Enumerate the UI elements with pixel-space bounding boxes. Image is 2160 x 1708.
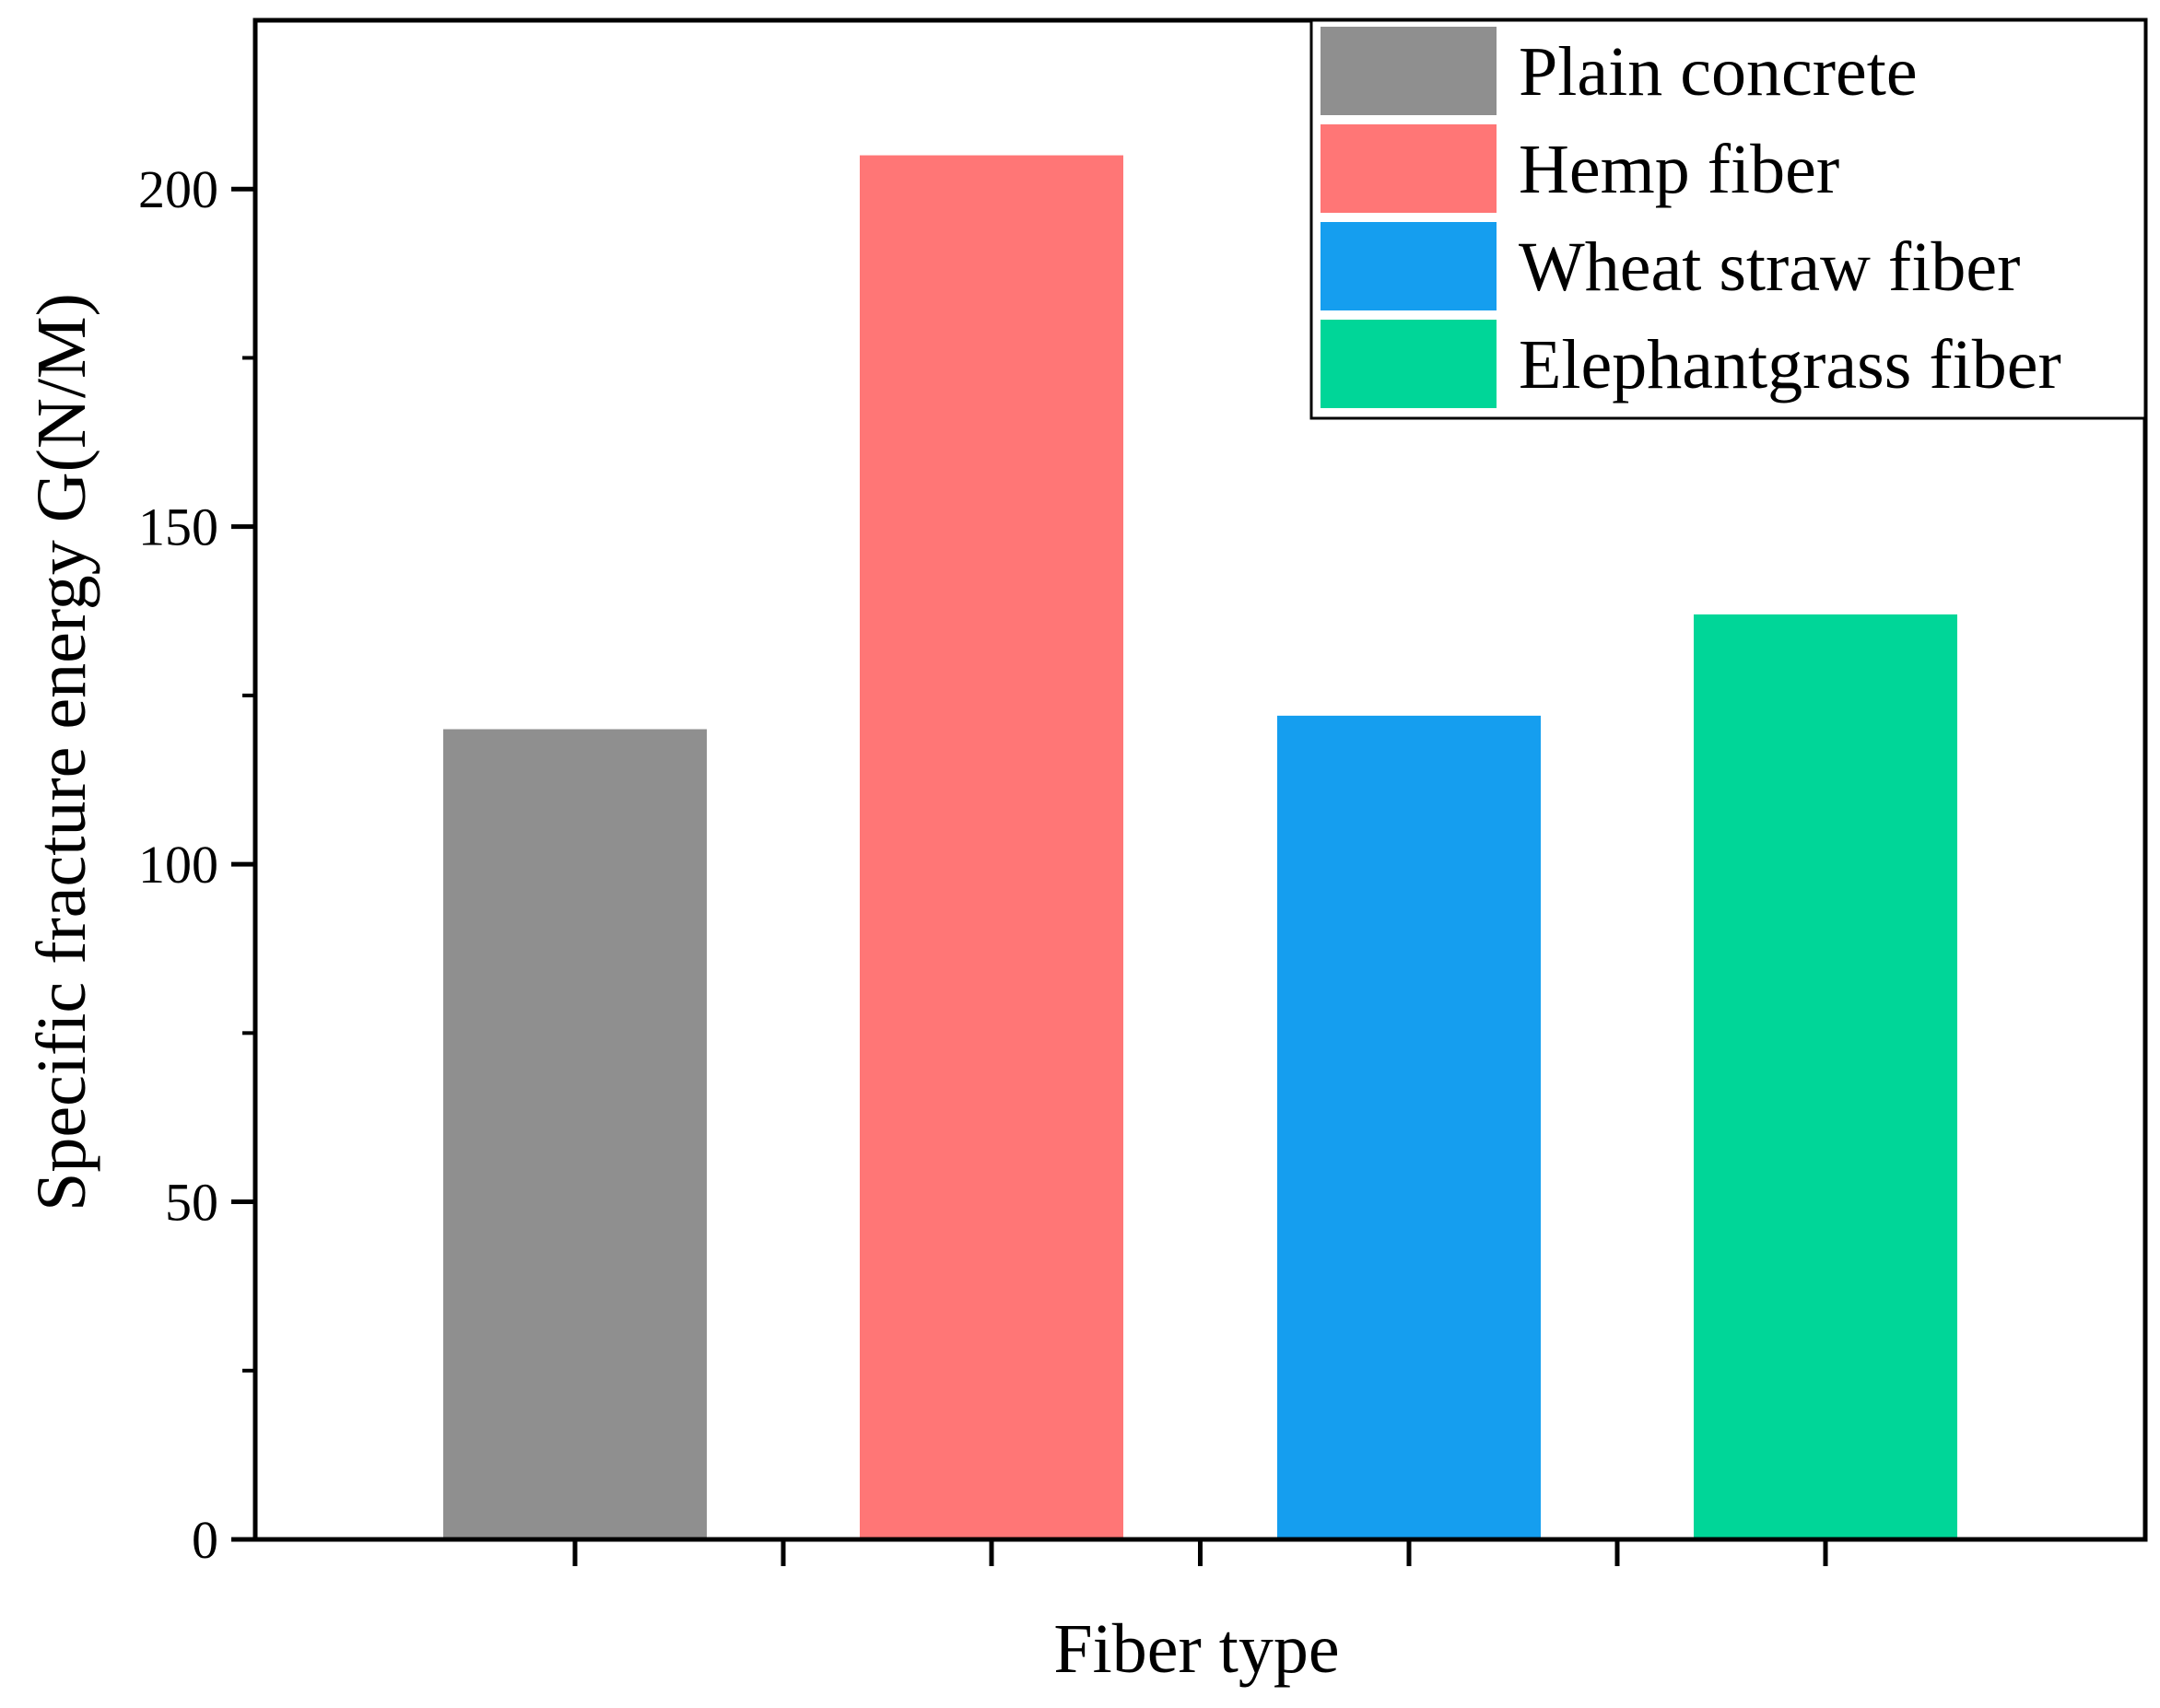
y-tick-label: 50 — [165, 1173, 218, 1233]
legend: Plain concrete Hemp fiber Wheat straw fibe… — [1309, 18, 2147, 420]
legend-swatch — [1321, 124, 1497, 213]
legend-swatch — [1321, 27, 1497, 115]
bar-hemp-fiber — [860, 155, 1123, 1540]
y-ticks: 0 50 100 150 200 — [138, 159, 255, 1570]
legend-swatch — [1321, 320, 1497, 408]
bar-plain-concrete — [443, 729, 707, 1539]
bar-wheat-straw-fiber — [1277, 715, 1541, 1539]
y-tick-label: 150 — [138, 497, 218, 557]
bar-elephantgrass-fiber — [1694, 614, 1957, 1539]
legend-label: Hemp fiber — [1519, 131, 1839, 208]
x-axis-title: Fiber type — [1053, 1610, 1339, 1688]
y-tick-label: 100 — [138, 835, 218, 895]
y-axis-title: Specific fracture energy G(N/M) — [23, 293, 100, 1211]
legend-label: Elephantgrass fiber — [1519, 326, 2061, 404]
x-ticks — [572, 1539, 1828, 1566]
legend-label: Wheat straw fiber — [1519, 228, 2020, 306]
y-tick-label: 0 — [192, 1510, 218, 1570]
y-tick-label: 200 — [138, 159, 218, 219]
legend-swatch — [1321, 222, 1497, 310]
bars-layer — [443, 155, 1957, 1540]
legend-label: Plain concrete — [1519, 33, 1918, 111]
